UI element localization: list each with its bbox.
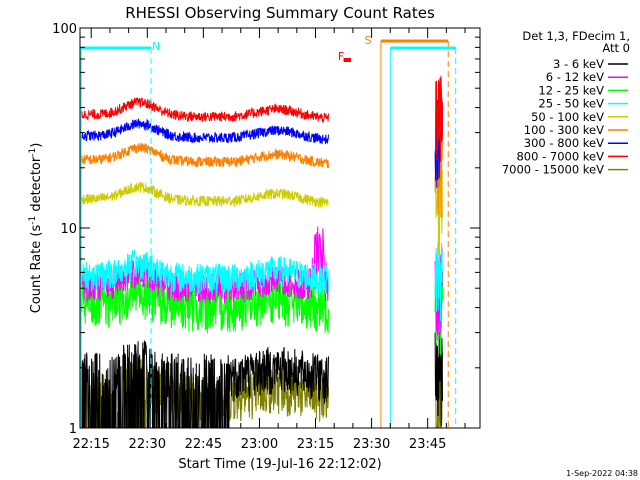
legend-header-line-2: Att 0 (602, 41, 630, 55)
x-tick-label: 23:30 (353, 437, 390, 452)
legend-label: 25 - 50 keV (538, 97, 604, 111)
axis-layer: 1 10 100 22:15 22:30 22:45 23:00 23:15 23:30 23:4… (52, 22, 480, 452)
x-axis-label: Start Time (19-Jul-16 22:12:02) (178, 457, 381, 472)
footer-date: 1-Sep-2022 04:38 (566, 469, 638, 478)
annotation-f: F (338, 50, 344, 63)
x-tick-label: 23:45 (409, 437, 446, 452)
x-tick-label: 23:00 (241, 437, 278, 452)
marker-layer: N F S (80, 34, 457, 428)
y-axis-label: Count Rate (s-1 detector-1) (28, 143, 44, 314)
series-line (81, 331, 443, 429)
y-tick-label: 1 (69, 422, 77, 437)
annotation-n: N (152, 40, 160, 53)
y-tick-label: 100 (52, 22, 77, 37)
chart-title: RHESSI Observing Summary Count Rates (125, 4, 435, 22)
x-tick-label: 22:15 (72, 437, 109, 452)
legend-label: 300 - 800 keV (524, 136, 604, 150)
legend-label: 800 - 7000 keV (516, 149, 604, 163)
legend-label: 6 - 12 keV (546, 70, 604, 84)
series-layer (81, 75, 443, 429)
y-tick-label: 10 (60, 222, 77, 237)
legend-label: 12 - 25 keV (538, 83, 604, 97)
series-line (81, 161, 443, 255)
series-line (81, 75, 443, 162)
x-tick-label: 23:15 (297, 437, 334, 452)
legend-label: 3 - 6 keV (553, 57, 604, 71)
x-tick-label: 22:45 (185, 437, 222, 452)
legend-header-line-1: Det 1,3, FDecim 1, (522, 29, 630, 43)
legend-label: 50 - 100 keV (531, 110, 604, 124)
legend-label: 100 - 300 keV (524, 123, 604, 137)
x-tick-label: 22:30 (129, 437, 166, 452)
series-line (81, 242, 443, 322)
annotation-s: S (365, 34, 372, 47)
legend-label: 7000 - 15000 keV (502, 163, 604, 177)
